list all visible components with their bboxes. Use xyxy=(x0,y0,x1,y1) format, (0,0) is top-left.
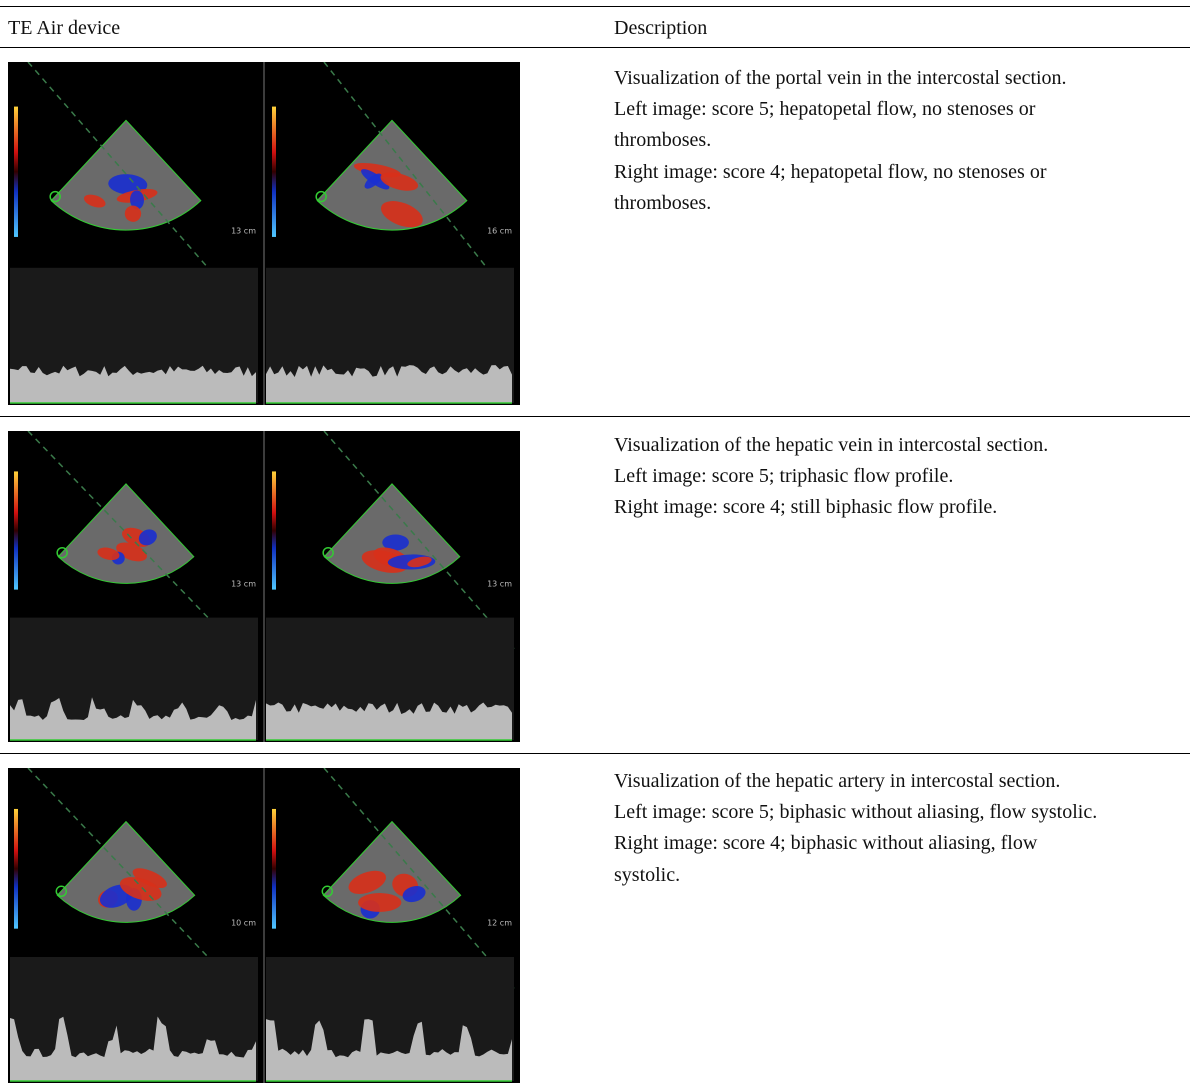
sector xyxy=(57,822,194,923)
spectrum xyxy=(266,365,512,403)
top-rule xyxy=(0,6,1190,7)
depth-label: 13 cm xyxy=(487,580,512,589)
description-line: thromboses. xyxy=(614,125,1067,156)
description-line: Right image: score 4; still biphasic flo… xyxy=(614,492,1048,523)
description: Visualization of the portal vein in the … xyxy=(614,63,1067,219)
ultrasound-image: 13 cm 16 cm xyxy=(8,62,520,405)
color-bar xyxy=(272,471,276,589)
color-bar xyxy=(272,809,276,929)
row-rule xyxy=(0,753,1190,754)
description: Visualization of the hepatic vein in int… xyxy=(614,430,1048,524)
ultrasound-svg: 13 cm 13 cm xyxy=(8,431,520,742)
description-line: Visualization of the portal vein in the … xyxy=(614,63,1067,94)
depth-label: 12 cm xyxy=(487,919,512,928)
description: Visualization of the hepatic artery in i… xyxy=(614,766,1097,891)
color-bar xyxy=(14,809,18,929)
header-device: TE Air device xyxy=(8,17,120,40)
flow-blob xyxy=(358,893,401,912)
ultrasound-image: 10 cm 12 cm xyxy=(8,768,520,1083)
color-bar xyxy=(14,107,18,237)
page: TE Air device Description 13 cm 16 cm Visu… xyxy=(0,0,1190,1089)
depth-label: 13 cm xyxy=(231,227,256,236)
ultrasound-svg: 10 cm 12 cm xyxy=(8,768,520,1083)
color-bar xyxy=(272,107,276,237)
header-rule xyxy=(0,47,1190,48)
description-line: Visualization of the hepatic vein in int… xyxy=(614,430,1048,461)
ultrasound-svg: 13 cm 16 cm xyxy=(8,62,520,405)
row-rule xyxy=(0,416,1190,417)
description-line: Left image: score 5; triphasic flow prof… xyxy=(614,461,1048,492)
header-description: Description xyxy=(614,17,707,40)
depth-label: 10 cm xyxy=(231,919,256,928)
description-line: thromboses. xyxy=(614,188,1067,219)
depth-label: 13 cm xyxy=(231,580,256,589)
description-line: Left image: score 5; biphasic without al… xyxy=(614,797,1097,828)
description-line: Right image: score 4; hepatopetal flow, … xyxy=(614,157,1067,188)
guide-line xyxy=(28,62,238,302)
ultrasound-image: 13 cm 13 cm xyxy=(8,431,520,742)
description-line: Right image: score 4; biphasic without a… xyxy=(614,828,1097,859)
color-bar xyxy=(14,471,18,589)
description-line: Visualization of the hepatic artery in i… xyxy=(614,766,1097,797)
description-line: systolic. xyxy=(614,860,1097,891)
depth-label: 16 cm xyxy=(487,227,512,236)
description-line: Left image: score 5; hepatopetal flow, n… xyxy=(614,94,1067,125)
